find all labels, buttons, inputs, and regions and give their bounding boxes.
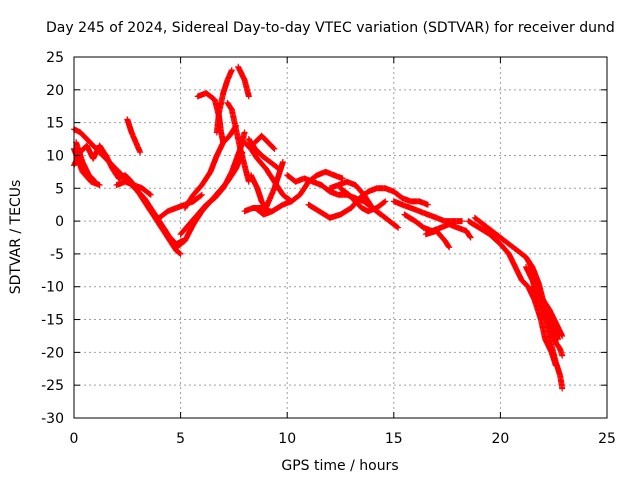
y-tick-label: -20: [41, 345, 64, 361]
plot-frame: [73, 56, 608, 419]
series-markers: [523, 264, 566, 339]
series-track-aa: [422, 227, 453, 251]
y-axis-label: SDTVAR / TECUs: [8, 180, 24, 295]
x-tick-label: 5: [176, 431, 185, 447]
series-markers: [113, 178, 154, 198]
series-track-ac: [465, 218, 559, 369]
series-markers: [252, 132, 278, 152]
series-track-a: [71, 142, 184, 257]
x-tick-label: 10: [278, 431, 296, 447]
series-track-b: [71, 126, 186, 248]
series-markers: [235, 63, 252, 100]
series-markers: [241, 139, 346, 205]
series-track-m: [224, 99, 252, 185]
grid: [74, 57, 607, 418]
series-markers: [156, 191, 205, 221]
x-axis-label: GPS time / hours: [281, 458, 398, 474]
series-track-l: [213, 67, 235, 136]
series-track-v: [305, 185, 431, 221]
y-tick-label: 15: [46, 116, 64, 132]
series-track-af: [523, 264, 566, 339]
y-tick-label: 0: [55, 214, 64, 230]
series-track-o: [241, 139, 346, 205]
x-tick-label: 15: [385, 431, 403, 447]
chart-title: Day 245 of 2024, Sidereal Day-to-day VTE…: [46, 20, 615, 36]
series-markers: [73, 139, 99, 185]
series-track-h: [177, 129, 248, 238]
y-tick-label: 20: [46, 83, 64, 99]
series-track-x: [337, 185, 389, 215]
series-track-t: [252, 132, 278, 152]
series-markers: [390, 198, 465, 225]
series-track-e: [124, 116, 144, 156]
series-markers: [422, 227, 453, 251]
y-tick-label: 5: [55, 181, 64, 197]
series-track-n: [235, 63, 252, 100]
series-markers: [248, 159, 286, 211]
series-track-c: [73, 139, 99, 185]
series-markers: [71, 142, 184, 257]
x-tick-label: 0: [70, 431, 79, 447]
series-markers: [337, 185, 389, 215]
series-track-q: [248, 159, 286, 211]
series-markers: [224, 99, 252, 185]
y-tick-label: 25: [46, 50, 64, 66]
series-markers: [213, 67, 235, 136]
series-track-i: [181, 122, 239, 211]
x-tick-label: 20: [491, 431, 509, 447]
series-track-f: [113, 178, 154, 198]
series-track-s: [241, 205, 274, 215]
series-markers: [177, 129, 248, 238]
y-tick-label: 10: [46, 148, 64, 164]
series-markers: [181, 122, 239, 211]
y-tick-label: -30: [41, 411, 64, 427]
series-markers: [465, 218, 559, 369]
series-markers: [71, 126, 186, 248]
series-track-p: [245, 136, 282, 172]
series-markers: [245, 136, 282, 172]
axis-ticks: 0 5 10 15 20 25 -30 -25 -20 -15 -10 -5 0 5 10 15 20 25: [41, 50, 616, 447]
series-markers: [124, 116, 144, 156]
data-points: [71, 63, 566, 392]
y-tick-label: -5: [50, 247, 64, 263]
series-markers: [241, 205, 274, 215]
series-markers: [305, 185, 431, 221]
x-tick-label: 25: [598, 431, 616, 447]
series-track-j: [156, 191, 205, 221]
series-track-y: [390, 198, 465, 225]
y-tick-label: -10: [41, 280, 64, 296]
y-tick-label: -15: [41, 313, 64, 329]
y-tick-label: -25: [41, 378, 64, 394]
